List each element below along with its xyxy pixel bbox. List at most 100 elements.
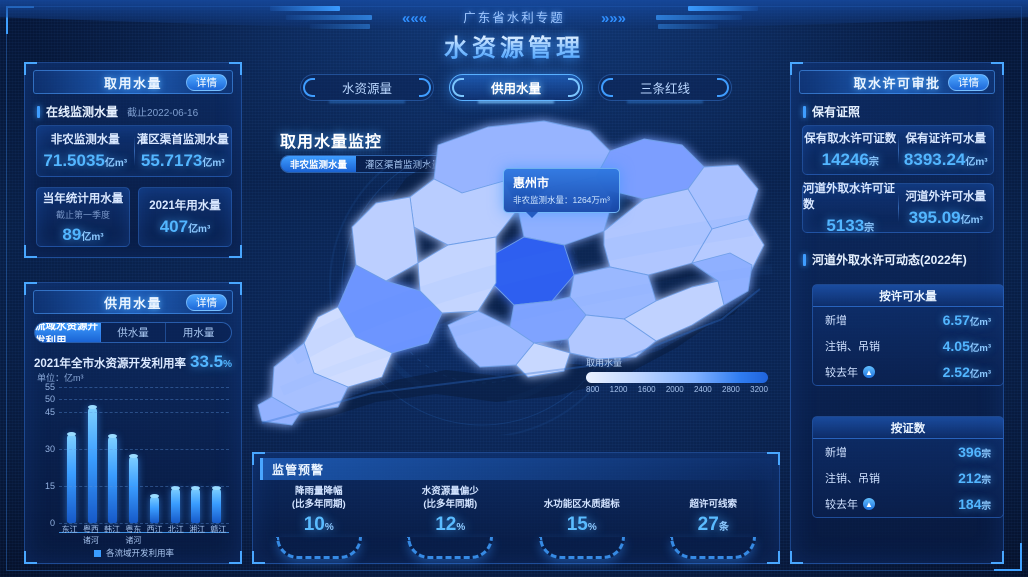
metric-value: 55.7173: [140, 151, 203, 170]
chart-bar[interactable]: [129, 454, 139, 523]
alerts-title-bar: 监管预警: [260, 458, 772, 480]
alert-label: 水资源量偏少: [421, 486, 479, 497]
divider: [897, 136, 899, 164]
metric-label: 河道外取水许可证数: [803, 183, 895, 211]
chart-bar[interactable]: [170, 486, 180, 523]
chart-bar[interactable]: [212, 486, 222, 523]
alerts-row: 降雨量降幅 (比多年同期) 10% 水资源量偏少 (比多年同期) 12% 水功能…: [253, 486, 779, 559]
tooltip-city: 惠州市: [513, 176, 550, 190]
chart-bar-cell[interactable]: [165, 387, 186, 523]
chart-bar[interactable]: [87, 404, 97, 523]
chart-bar[interactable]: [149, 493, 159, 523]
intake-panel-title-bar: 取用水量 详情: [33, 70, 233, 94]
alert-arc-icon: [275, 536, 362, 559]
metric-label: 当年统计用水量: [42, 192, 124, 205]
map-toggle-nonagri[interactable]: 非农监测水量: [281, 156, 357, 172]
chart-bar-cell[interactable]: [206, 387, 227, 523]
metric-value: 89: [62, 224, 82, 244]
tab-basin-development[interactable]: 流域水资源开发利用: [35, 323, 101, 342]
alert-over-permit-clues: 超许可线索 27条: [648, 486, 780, 559]
development-rate-unit: %: [223, 359, 233, 370]
chart-bar[interactable]: [191, 486, 201, 523]
tab-supply-volume[interactable]: 供水量: [101, 323, 167, 342]
chart-bar-cell[interactable]: [103, 387, 124, 523]
chart-x-axis: [59, 532, 229, 533]
bracket-left-icon: [452, 78, 464, 97]
row-label: 新增: [825, 315, 847, 327]
chart-bar[interactable]: [66, 431, 76, 523]
map-legend-tick: 2800: [722, 385, 740, 394]
map-legend-gradient-icon: [586, 372, 768, 383]
alert-water-quality-exceed: 水功能区水质超标 15%: [516, 486, 648, 559]
chart-bar-cell[interactable]: [144, 387, 165, 523]
chart-x-tick: 韩江: [104, 525, 121, 534]
map-title: 取用水量监控: [280, 134, 383, 151]
chart-bar[interactable]: [108, 434, 118, 523]
metric-label: 非农监测水量: [50, 134, 120, 146]
metric-unit: 亿m³: [188, 224, 211, 235]
metric-unit: 亿m³: [81, 231, 104, 243]
chart-plot-area: 0 15 30 45 50 55: [45, 382, 229, 528]
bracket-right-icon: [717, 78, 729, 97]
alerts-panel: 监管预警 降雨量降幅 (比多年同期) 10% 水资源量偏少 (比多年同期) 12…: [252, 452, 780, 564]
map-toggle-irrigation[interactable]: 灌区渠首监测水量: [365, 160, 442, 171]
metric-unit: 宗: [868, 157, 879, 168]
intake-section-label: 在线监测水量: [46, 105, 119, 119]
map-legend-title: 取用水量: [586, 358, 623, 368]
alert-unit: %: [587, 521, 597, 533]
permit-dynamic-header: 河道外取水许可动态(2022年): [803, 251, 967, 268]
alert-unit: %: [456, 521, 466, 533]
alert-label: 水功能区水质超标: [543, 499, 620, 510]
row-unit: 亿m³: [969, 317, 991, 328]
supply-usage-panel: 供用水量 详情 流域水资源开发利用 供水量 用水量 2021年全市水资源开发利用…: [24, 282, 242, 564]
tab-label: 供用水量: [490, 82, 541, 96]
metric-offstream-cert-count: 河道外取水许可证数 5133宗: [803, 183, 898, 235]
table-row: 新增 396宗: [813, 439, 1003, 465]
intake-detail-button[interactable]: 详情: [186, 74, 227, 91]
tab-three-red-lines[interactable]: 三条红线: [598, 74, 732, 103]
tab-supply-usage[interactable]: 供用水量: [449, 74, 583, 103]
metric-label: 保有取水许可证数: [804, 133, 897, 145]
alert-arc-icon: [670, 536, 757, 559]
metric-label: 河道外许可水量: [905, 191, 987, 203]
supply-detail-button[interactable]: 详情: [186, 294, 227, 311]
chart-bar-cell[interactable]: [123, 387, 144, 523]
chart-bar-cell[interactable]: [186, 387, 207, 523]
metric-value: 14246: [821, 150, 869, 169]
permit-section-header: 保有证照: [803, 103, 1003, 120]
chart-y-tick: 0: [49, 518, 55, 528]
row-value: 2.52: [942, 364, 970, 380]
permit-held-card: 保有取水许可证数 14246宗 保有证许可水量 8393.24亿m³: [802, 125, 994, 175]
metric-label: 灌区渠首监测水量: [136, 134, 229, 146]
chart-x-tick: 西江: [146, 525, 163, 534]
tooltip-metric: 非农监测水量：1264万m³: [513, 195, 610, 205]
by-count-header: 按证数: [813, 417, 1003, 439]
intake-2021-card: 2021年用水量 407亿m³: [138, 187, 232, 247]
metric-unit: 亿m³: [104, 158, 128, 169]
chart-bar-cell[interactable]: [82, 387, 103, 523]
map-sweep-overlay-icon: [286, 214, 754, 365]
chart-bar-cell[interactable]: [61, 387, 82, 523]
row-value: 212: [958, 470, 982, 486]
metric-sublabel: 截止第一季度: [55, 209, 110, 220]
map-legend-tick: 2400: [693, 385, 712, 394]
metric-value: 395.09: [908, 208, 961, 227]
map-metric-toggle: 非农监测水量 灌区渠首监测水量: [280, 155, 452, 173]
intake-section-sub: 截止2022-06-16: [127, 108, 199, 119]
alerts-panel-title: 监管预警: [272, 462, 325, 477]
alert-value: 10: [303, 513, 325, 535]
metric-held-permit-volume: 保有证许可水量 8393.24亿m³: [899, 126, 994, 174]
supply-panel-title: 供用水量: [103, 295, 162, 311]
permit-section-label: 保有证照: [812, 105, 861, 119]
chart-x-tick: 粤东诸河: [125, 525, 142, 545]
tab-water-resources[interactable]: 水资源量: [300, 74, 434, 103]
table-row: 较去年 ▲ 2.52亿m³: [813, 359, 1003, 385]
chart-bars: [59, 387, 229, 523]
tab-usage-volume[interactable]: 用水量: [182, 327, 215, 339]
row-unit: 宗: [981, 501, 991, 512]
divider: [897, 194, 899, 222]
arrow-up-icon: ▲: [863, 366, 875, 378]
metric-unit: 亿m³: [960, 215, 983, 226]
development-rate-label: 2021年全市水资源开发利用率: [33, 358, 187, 370]
permit-detail-button[interactable]: 详情: [948, 74, 989, 91]
